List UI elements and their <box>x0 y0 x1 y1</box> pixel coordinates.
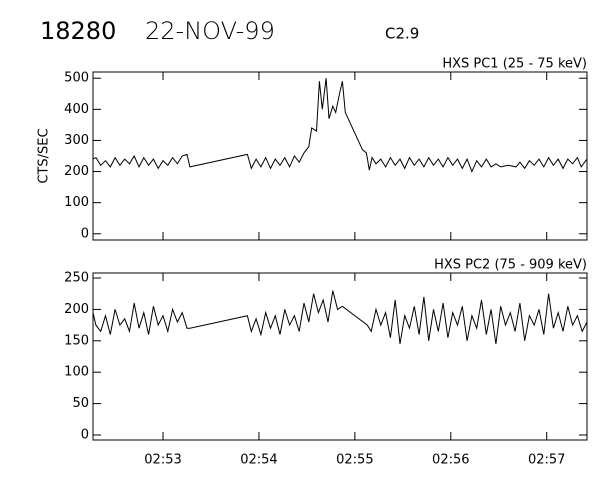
y-tick-label: 200 <box>64 302 89 317</box>
y-tick-label: 500 <box>64 71 89 86</box>
y-tick-label: 100 <box>64 195 89 210</box>
y-tick-label: 250 <box>64 271 89 286</box>
plot-frame <box>92 272 588 441</box>
y-tick-label: 0 <box>81 427 89 442</box>
y-tick-label: 150 <box>64 333 89 348</box>
flare-class: C2.9 <box>385 25 419 43</box>
y-tick-label: 300 <box>64 133 89 148</box>
y-tick-label: 200 <box>64 164 89 179</box>
x-tick-label: 02:53 <box>144 453 181 468</box>
plot-frame <box>92 71 588 241</box>
x-tick-label: 02:56 <box>432 453 469 468</box>
x-tick-label: 02:57 <box>528 453 565 468</box>
y-tick-label: 100 <box>64 365 89 380</box>
x-tick-label: 02:54 <box>240 453 277 468</box>
y-tick-label: 0 <box>81 226 89 241</box>
x-tick-label: 02:55 <box>336 453 373 468</box>
y-tick-label: 400 <box>64 102 89 117</box>
event-date: 22-NOV-99 <box>145 17 275 45</box>
panel-title: HXS PC2 (75 - 909 keV) <box>434 258 587 273</box>
panel-title: HXS PC1 (25 - 75 keV) <box>442 57 587 72</box>
y-tick-label: 50 <box>72 396 89 411</box>
data-line <box>92 290 588 344</box>
data-line <box>92 78 588 173</box>
event-id: 18280 <box>40 17 116 45</box>
y-axis-label: CTS/SEC <box>37 128 52 183</box>
